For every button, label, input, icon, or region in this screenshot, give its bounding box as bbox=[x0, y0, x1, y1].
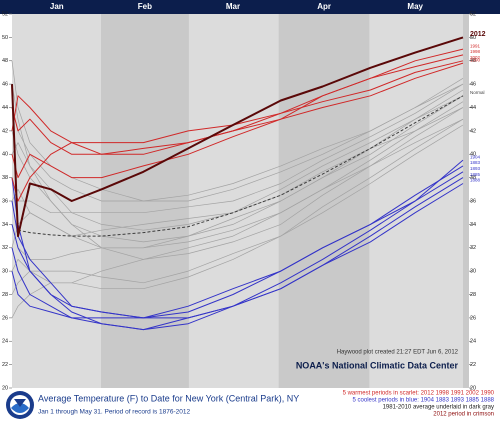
note: 5 coolest periods in blue: 1904 1883 189… bbox=[353, 398, 495, 404]
series-label: 2002 bbox=[470, 55, 481, 60]
y-tick-label: 34 bbox=[2, 222, 8, 228]
year-line bbox=[11, 83, 464, 214]
y-tick-label: 26 bbox=[2, 315, 8, 321]
y-tick-label: 22 bbox=[470, 362, 476, 368]
y-tick-label: 52 bbox=[470, 11, 476, 17]
y-tick-label: 40 bbox=[2, 152, 8, 158]
month-band bbox=[369, 14, 463, 388]
source: NOAA's National Climatic Data Center bbox=[296, 360, 459, 370]
y-tick-label: 38 bbox=[470, 175, 476, 181]
series-label: 1893 bbox=[470, 166, 481, 171]
y-tick-label: 36 bbox=[2, 198, 8, 204]
series-label: 1904 bbox=[470, 154, 481, 159]
month-band bbox=[278, 14, 370, 388]
y-tick-label: 36 bbox=[470, 198, 476, 204]
series-label: 1990 bbox=[470, 57, 481, 62]
credit: Haywood plot created 21:27 EDT Jun 6, 20… bbox=[337, 350, 459, 356]
series-line bbox=[17, 95, 464, 237]
year-line bbox=[11, 89, 464, 231]
note: 2012 period in crimson bbox=[433, 412, 494, 418]
right-margin bbox=[463, 14, 469, 388]
y-tick-label: 32 bbox=[2, 245, 8, 251]
series-line bbox=[11, 60, 464, 202]
chart-title: Average Temperature (F) to Date for New … bbox=[38, 393, 299, 403]
y-tick-label: 32 bbox=[470, 245, 476, 251]
y-tick-label: 24 bbox=[2, 339, 8, 345]
axes: Jan Feb Mar Apr May 20 20 22 22 24 24 26 26 28 28 30 30 3… bbox=[2, 2, 486, 391]
y-tick-label: 24 bbox=[470, 339, 476, 345]
series-line bbox=[11, 62, 464, 155]
year-line bbox=[11, 83, 464, 202]
x-tick-label: May bbox=[407, 2, 423, 11]
y-tick-label: 38 bbox=[2, 175, 8, 181]
y-tick-label: 46 bbox=[470, 82, 476, 88]
y-tick-label: 20 bbox=[2, 385, 8, 391]
note: 5 warmest periods in scarlet: 2012 1998 … bbox=[343, 391, 495, 397]
y-tick-label: 50 bbox=[2, 35, 8, 41]
noaa-logo bbox=[6, 391, 34, 419]
x-tick-label: Feb bbox=[138, 2, 152, 11]
series-label: 1883 bbox=[470, 160, 481, 165]
y-tick-label: 44 bbox=[2, 105, 8, 111]
y-tick-label: 30 bbox=[2, 269, 8, 275]
series-line bbox=[11, 159, 464, 331]
year-line bbox=[11, 95, 464, 243]
y-tick-label: 20 bbox=[470, 385, 476, 391]
series-line bbox=[11, 177, 464, 319]
y-tick-label: 30 bbox=[470, 269, 476, 275]
series-label: 1991 bbox=[470, 43, 481, 48]
y-tick-label: 46 bbox=[2, 82, 8, 88]
y-tick-label: 26 bbox=[470, 315, 476, 321]
y-tick-label: 50 bbox=[470, 35, 476, 41]
series-label: 2012 bbox=[470, 31, 486, 38]
year-line bbox=[11, 84, 464, 260]
y-tick-label: 42 bbox=[470, 128, 476, 134]
lines bbox=[11, 36, 464, 331]
year-line bbox=[11, 124, 464, 319]
year-line bbox=[11, 118, 464, 295]
series-line bbox=[11, 183, 464, 331]
series-line bbox=[11, 36, 464, 238]
header-bar bbox=[0, 0, 500, 14]
y-tick-label: 34 bbox=[470, 222, 476, 228]
series-line bbox=[11, 171, 464, 319]
y-tick-label: 48 bbox=[470, 58, 476, 64]
y-tick-label: 28 bbox=[2, 292, 8, 298]
y-tick-label: 28 bbox=[470, 292, 476, 298]
series-label: 1885 bbox=[470, 172, 481, 177]
y-tick-label: 48 bbox=[2, 58, 8, 64]
x-tick-label: Mar bbox=[226, 2, 240, 11]
note: 1981-2010 average underlaid in dark gray bbox=[383, 405, 494, 411]
x-tick-label: Jan bbox=[50, 2, 64, 11]
series-label: 1998 bbox=[470, 49, 481, 54]
x-tick-label: Apr bbox=[317, 2, 331, 11]
year-line bbox=[11, 107, 464, 260]
year-line bbox=[11, 118, 464, 284]
y-tick-label: 44 bbox=[470, 105, 476, 111]
series-label: 1888 bbox=[470, 178, 481, 183]
y-tick-label: 42 bbox=[2, 128, 8, 134]
y-tick-label: 52 bbox=[2, 11, 8, 17]
y-tick-label: 40 bbox=[470, 152, 476, 158]
chart-subtitle: Jan 1 through May 31. Period of record i… bbox=[38, 409, 191, 416]
year-line bbox=[11, 60, 464, 202]
y-tick-label: 22 bbox=[2, 362, 8, 368]
series-label: Normal bbox=[470, 90, 485, 95]
